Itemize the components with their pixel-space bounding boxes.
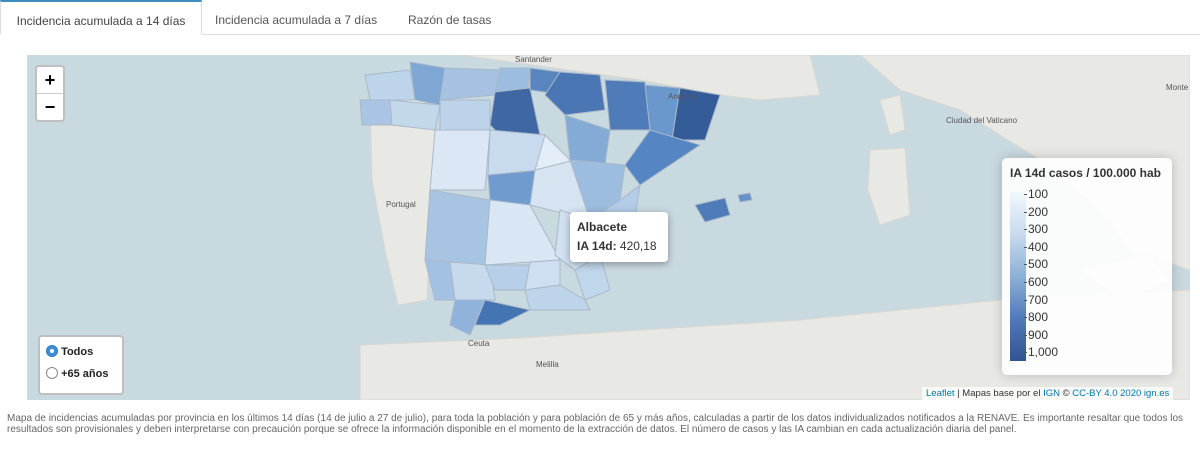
zoom-in[interactable]: + — [37, 67, 63, 94]
legend-tick-mark — [1024, 334, 1027, 336]
zoom-out[interactable]: − — [44, 97, 56, 117]
radio-group: Todos +65 años — [38, 335, 124, 395]
legend-tick: 1,000 — [1028, 345, 1059, 360]
place-label: Santander — [515, 55, 552, 64]
province[interactable] — [544, 71, 606, 116]
province[interactable] — [474, 299, 532, 326]
place-label: Ceuta — [468, 339, 490, 348]
zoom-control: + − — [35, 65, 65, 122]
tab[interactable]: Incidencia acumulada a 14 días — [0, 0, 202, 35]
tab-bar: Incidencia acumulada a 14 días Incidenci… — [0, 0, 1200, 35]
province[interactable] — [449, 299, 486, 336]
legend-tick-mark — [1024, 211, 1027, 213]
attribution: Leaflet | Mapas base por el IGN © CC-BY … — [922, 387, 1174, 400]
legend-tick-mark — [1024, 264, 1027, 266]
legend-tick-mark — [1024, 352, 1027, 354]
tab[interactable]: Razón de tasas — [408, 13, 492, 27]
place-label: Melilla — [536, 360, 559, 369]
province[interactable] — [359, 99, 393, 126]
radio-option[interactable]: Todos — [46, 345, 93, 358]
place-label: Ciudad del Vaticano — [946, 116, 1018, 125]
radio-label: Todos — [61, 346, 94, 358]
province[interactable] — [449, 261, 496, 301]
link[interactable]: IGN — [1043, 388, 1060, 399]
caption: Mapa de incidencias acumuladas por provi… — [7, 413, 1184, 435]
legend-title: IA 14d casos / 100.000 hab — [1010, 166, 1161, 180]
province[interactable] — [604, 79, 651, 131]
tooltip-name: Albacete — [577, 220, 628, 234]
tooltip-value: 420,18 — [619, 239, 657, 253]
legend-tick-mark — [1024, 317, 1027, 319]
radio-option[interactable]: +65 años — [46, 367, 108, 380]
place-label: Monte — [1166, 83, 1189, 92]
province[interactable] — [524, 284, 591, 311]
legend-tick-mark — [1024, 299, 1027, 301]
legend-tick: 800 — [1028, 310, 1049, 325]
legend-tick-mark — [1024, 282, 1027, 283]
province[interactable] — [439, 99, 491, 131]
tab[interactable]: Incidencia acumulada a 7 días — [215, 13, 378, 27]
radio-label: +65 años — [61, 368, 109, 380]
legend-tick-mark — [1024, 194, 1027, 195]
legend-gradient — [1010, 191, 1026, 361]
legend-tick-mark — [1024, 246, 1027, 248]
place-labels: Santander Andorra Portugal Ciudad del Va… — [386, 55, 1189, 369]
legend-tick: 500 — [1028, 257, 1049, 272]
legend-tick: 200 — [1028, 204, 1049, 219]
link[interactable]: Leaflet — [926, 388, 955, 399]
legend-tick: 100 — [1028, 187, 1049, 201]
province[interactable] — [737, 192, 753, 203]
legend-tick: 900 — [1028, 327, 1049, 342]
attribution-text: © — [1062, 388, 1070, 399]
legend: IA 14d casos / 100.000 hab 100 200 300 400 5… — [1002, 158, 1172, 375]
province[interactable] — [439, 67, 501, 101]
legend-tick: 700 — [1028, 292, 1049, 307]
province[interactable] — [364, 69, 416, 101]
province[interactable] — [694, 197, 731, 223]
place-label: Portugal — [386, 200, 416, 209]
province[interactable] — [429, 129, 491, 191]
province[interactable] — [424, 189, 491, 266]
legend-tick-mark — [1024, 229, 1027, 231]
tooltip-label: IA 14d: — [577, 239, 617, 253]
link[interactable]: CC-BY 4.0 2020 ign.es — [1072, 388, 1170, 399]
province[interactable] — [671, 87, 721, 141]
legend-tick: 400 — [1028, 239, 1049, 254]
tooltip: Albacete IA 14d: 420,18 — [570, 212, 668, 262]
attribution-text: | Mapas base por el — [957, 388, 1041, 399]
legend-tick: 300 — [1028, 222, 1049, 237]
place-label: Andorra — [668, 92, 697, 101]
province[interactable] — [389, 99, 441, 131]
legend-tick: 600 — [1028, 275, 1049, 289]
